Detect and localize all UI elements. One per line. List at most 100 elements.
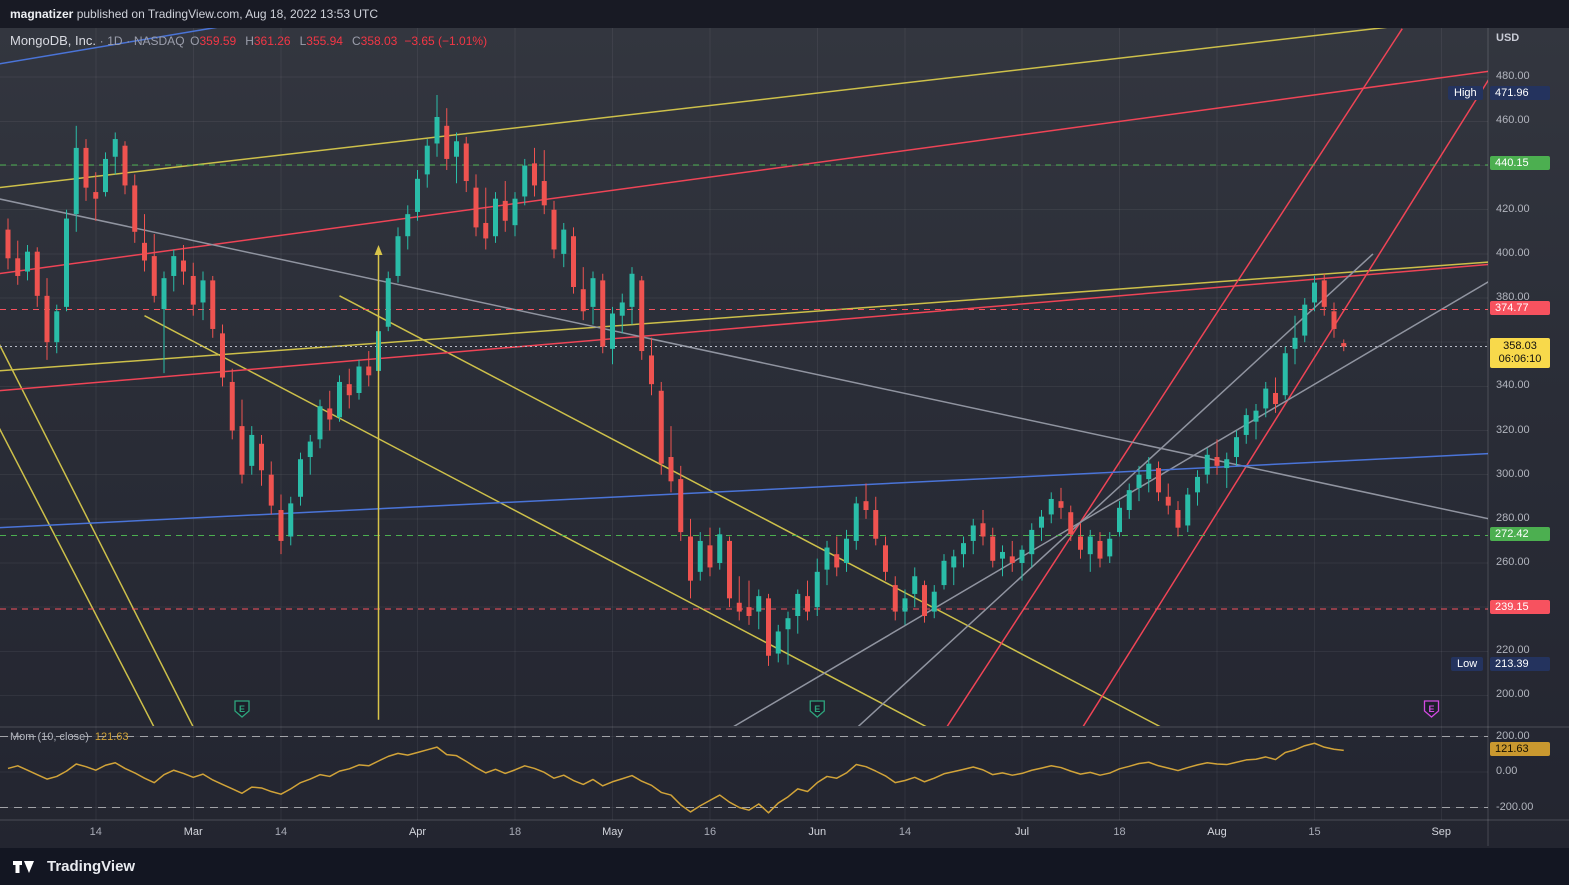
candle-body — [1000, 551, 1005, 559]
candle-body — [444, 125, 450, 159]
candle-body — [619, 302, 625, 316]
candle-body — [668, 457, 674, 482]
candle-body — [1029, 529, 1035, 555]
candle-body — [590, 278, 596, 307]
grid — [0, 28, 1488, 820]
candle-body — [1107, 538, 1113, 557]
candle-body — [1117, 507, 1122, 533]
trend-yellow-upper[interactable] — [0, 18, 1471, 189]
publisher-name: magnatizer — [10, 7, 74, 21]
candle-body — [415, 178, 420, 212]
candle-body — [288, 503, 294, 537]
earnings-icon[interactable] — [809, 700, 825, 718]
candle-body — [1263, 388, 1269, 409]
trend-gray-up-2[interactable] — [837, 253, 1374, 746]
candle-body — [541, 181, 547, 206]
open-label: O — [190, 34, 200, 48]
candle-body — [678, 479, 684, 533]
candle-body — [1224, 459, 1230, 469]
candle-body — [1321, 280, 1327, 307]
candle-body — [1302, 304, 1308, 336]
candle-body — [600, 280, 606, 347]
candle-body — [1234, 437, 1239, 458]
symbol-legend[interactable]: MongoDB, Inc. · 1D · NASDAQ O359.59 H361.… — [10, 33, 494, 48]
brand-name[interactable]: TradingView — [47, 858, 136, 875]
footer-bar: TradingView — [0, 848, 1569, 885]
trend-blue-main[interactable] — [0, 452, 1510, 529]
candle-body — [1058, 501, 1064, 508]
candle-body — [434, 116, 440, 144]
legend-separator: · — [99, 34, 104, 48]
trend-yellow-steep-left-2[interactable] — [0, 426, 164, 746]
earnings-icon[interactable] — [234, 700, 250, 718]
symbol-title[interactable]: MongoDB, Inc. — [10, 33, 96, 48]
candle-body — [259, 443, 264, 471]
candle-body — [493, 198, 498, 237]
trend-gray-down[interactable] — [0, 198, 1510, 524]
candle-body — [795, 593, 801, 616]
candle-body — [1146, 463, 1152, 480]
candle-body — [727, 540, 732, 599]
indicator-line[interactable] — [7, 742, 1344, 814]
candle-body — [327, 408, 333, 420]
candle-body — [834, 554, 840, 568]
trend-yellow-steep-left-1[interactable] — [0, 342, 203, 746]
candle-body — [122, 145, 128, 186]
indicator-legend[interactable]: Mom (10, close) 121.63 — [10, 731, 129, 743]
candle-body — [1214, 457, 1220, 466]
candle-body — [25, 251, 30, 272]
candle-body — [5, 229, 11, 259]
candle-body — [717, 534, 723, 564]
earnings-icon-letter: E — [239, 704, 245, 714]
candle-body — [844, 538, 849, 564]
candle-body — [346, 384, 352, 396]
candle-body — [951, 556, 957, 568]
candle-body — [785, 618, 791, 630]
candle-body — [229, 381, 235, 431]
trend-lines — [0, 18, 1510, 747]
candle-body — [190, 275, 196, 305]
candle-body — [1087, 536, 1093, 555]
candle-body — [629, 273, 635, 307]
candle-body — [639, 280, 645, 352]
candle-body — [1078, 536, 1083, 550]
candle-body — [1253, 410, 1259, 422]
candle-body — [278, 510, 284, 541]
trend-blue-top-left[interactable] — [0, 20, 262, 65]
trend-yellow-lower[interactable] — [0, 261, 1510, 372]
candle-body — [171, 256, 177, 276]
candle-body — [1195, 476, 1200, 493]
high-label: H — [245, 34, 254, 48]
candle-body — [1136, 474, 1142, 488]
candle-body — [317, 406, 323, 440]
trend-yellow-down-mid-1[interactable] — [144, 315, 964, 747]
up-arrow-head[interactable] — [374, 245, 383, 256]
candle-body — [1048, 498, 1054, 515]
candle-body — [1039, 516, 1044, 528]
candle-body — [1175, 510, 1181, 528]
tradingview-logo[interactable] — [12, 857, 38, 877]
candle-body — [1009, 556, 1015, 564]
candle-body — [307, 441, 313, 458]
candle-body — [1156, 468, 1161, 493]
close-value: 358.03 — [360, 34, 398, 48]
earnings-icon[interactable] — [1423, 700, 1440, 718]
legend-interval[interactable]: 1D — [107, 34, 123, 48]
trend-yellow-down-mid-2[interactable] — [339, 295, 1198, 746]
trend-red-steep-2[interactable] — [1071, 46, 1510, 746]
candle-body — [522, 165, 528, 197]
trend-gray-up-1[interactable] — [700, 269, 1509, 746]
candle-body — [736, 602, 742, 612]
candle-body — [805, 596, 810, 612]
candle-body — [824, 547, 830, 570]
indicator-name[interactable]: Mom (10, close) — [10, 731, 89, 743]
candle-body — [64, 218, 69, 307]
trend-red-upper[interactable] — [0, 68, 1510, 275]
candle-body — [366, 366, 372, 376]
trend-red-mid[interactable] — [0, 263, 1510, 392]
candle-body — [54, 311, 60, 343]
trend-red-steep-1[interactable] — [934, 28, 1403, 747]
candle-body — [561, 229, 567, 254]
